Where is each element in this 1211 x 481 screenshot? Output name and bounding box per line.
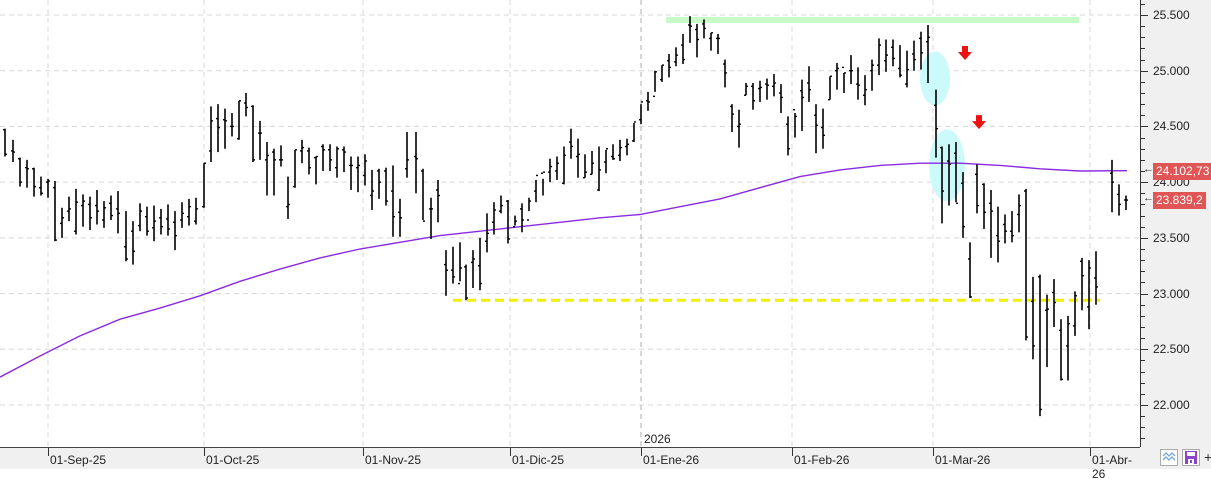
- y-axis-tick: [1141, 271, 1145, 273]
- x-axis-tick: [1090, 448, 1091, 456]
- y-axis-tick: [1141, 293, 1148, 295]
- y-axis-label: 22.000: [1153, 398, 1190, 412]
- y-axis-tick: [1141, 81, 1145, 83]
- y-axis-tick: [1141, 416, 1145, 418]
- y-axis-label: 24.500: [1153, 119, 1190, 134]
- x-axis-tick: [510, 448, 511, 456]
- x-axis-tick: [792, 448, 793, 456]
- y-axis-tick: [1141, 137, 1145, 139]
- price-chart: [0, 0, 1140, 447]
- y-axis-tick: [1141, 159, 1145, 161]
- chart-plot-area[interactable]: 2026: [0, 0, 1140, 447]
- last-price-tag: 23.839,2: [1153, 192, 1206, 210]
- y-axis-tick: [1141, 93, 1145, 94]
- x-axis-tick: [641, 448, 642, 456]
- down-arrow-icon: [958, 46, 972, 61]
- save-icon: [1185, 451, 1197, 464]
- date-axis[interactable]: 01-Sep-25 01-Oct-25 01-Nov-25 01-Dic-25 01-E…: [0, 447, 1140, 481]
- price-pointer-icon: ←: [1143, 162, 1154, 175]
- x-axis-label: 01-Nov-25: [365, 453, 422, 467]
- y-axis-tick: [1141, 237, 1148, 239]
- x-axis-label: 01-Mar-26: [935, 453, 991, 467]
- y-axis-label: 25.000: [1153, 63, 1190, 78]
- y-axis-tick: [1141, 193, 1145, 195]
- x-axis-tick: [48, 448, 49, 456]
- y-axis-tick: [1141, 315, 1145, 317]
- y-axis-tick: [1141, 393, 1145, 395]
- y-axis-tick: [1141, 304, 1145, 306]
- y-axis-tick: [1141, 59, 1145, 61]
- save-button[interactable]: [1182, 449, 1200, 466]
- y-axis-tick: [1141, 249, 1145, 250]
- x-axis-tick: [363, 448, 364, 456]
- x-axis-label: 01-Abr-26: [1092, 453, 1133, 481]
- price-axis[interactable]: 22.000 22.500 23.000 23.500 24.000 24.500 25.0…: [1140, 0, 1211, 447]
- y-axis-tick: [1141, 15, 1148, 16]
- down-arrow-icon: [972, 115, 986, 130]
- y-axis-tick: [1141, 360, 1145, 362]
- x-axis-label: 01-Oct-25: [206, 453, 260, 467]
- resistance-band: [666, 17, 1079, 24]
- y-axis-tick: [1141, 349, 1148, 351]
- toolbar-corner: +: [1140, 447, 1211, 469]
- ma-value-tag: 24.102,73: [1153, 162, 1211, 180]
- y-axis-label: 22.500: [1153, 342, 1190, 357]
- chart-lines-icon: [1162, 452, 1176, 461]
- x-axis-label: 01-Ene-26: [643, 453, 700, 467]
- y-axis-tick: [1141, 204, 1145, 206]
- y-axis-tick: [1141, 371, 1145, 373]
- y-axis-tick: [1141, 171, 1145, 172]
- y-axis-tick: [1141, 3, 1145, 5]
- y-axis-tick: [1141, 148, 1145, 150]
- y-axis-tick: [1141, 338, 1145, 340]
- indicator-button[interactable]: [1160, 449, 1178, 466]
- y-axis-label: 23.000: [1153, 286, 1190, 301]
- moving-average-line: [0, 162, 1128, 378]
- price-pointer-icon: ←: [1143, 192, 1154, 205]
- x-axis-tick: [204, 448, 205, 456]
- add-icon[interactable]: +: [1204, 449, 1211, 465]
- y-axis-tick: [1141, 282, 1145, 284]
- highlight-ellipse: [929, 129, 965, 202]
- y-axis-tick: [1141, 182, 1148, 184]
- y-axis-label: 25.500: [1153, 8, 1190, 22]
- x-axis-label: 01-Feb-26: [794, 453, 850, 467]
- y-axis-label: 23.500: [1153, 230, 1190, 245]
- x-axis-label: 01-Sep-25: [50, 453, 107, 467]
- y-axis-tick: [1141, 226, 1145, 228]
- y-axis-tick: [1141, 48, 1145, 50]
- y-axis-tick: [1141, 327, 1145, 328]
- y-axis-tick: [1141, 260, 1145, 262]
- y-axis-tick: [1141, 104, 1145, 106]
- y-axis-tick: [1141, 115, 1145, 117]
- highlight-ellipse: [920, 51, 950, 106]
- y-axis-tick: [1141, 126, 1148, 128]
- y-axis-tick: [1141, 405, 1148, 406]
- y-axis-tick: [1141, 382, 1145, 384]
- y-axis-tick: [1141, 37, 1145, 39]
- year-marker-label: 2026: [644, 432, 671, 446]
- x-axis-label: 01-Dic-25: [512, 453, 565, 467]
- y-axis-tick: [1141, 215, 1145, 217]
- x-axis-tick: [933, 448, 934, 456]
- y-axis-tick: [1141, 70, 1148, 72]
- y-axis-tick: [1141, 427, 1145, 429]
- y-axis-tick: [1141, 26, 1145, 28]
- y-axis-tick: [1141, 438, 1145, 440]
